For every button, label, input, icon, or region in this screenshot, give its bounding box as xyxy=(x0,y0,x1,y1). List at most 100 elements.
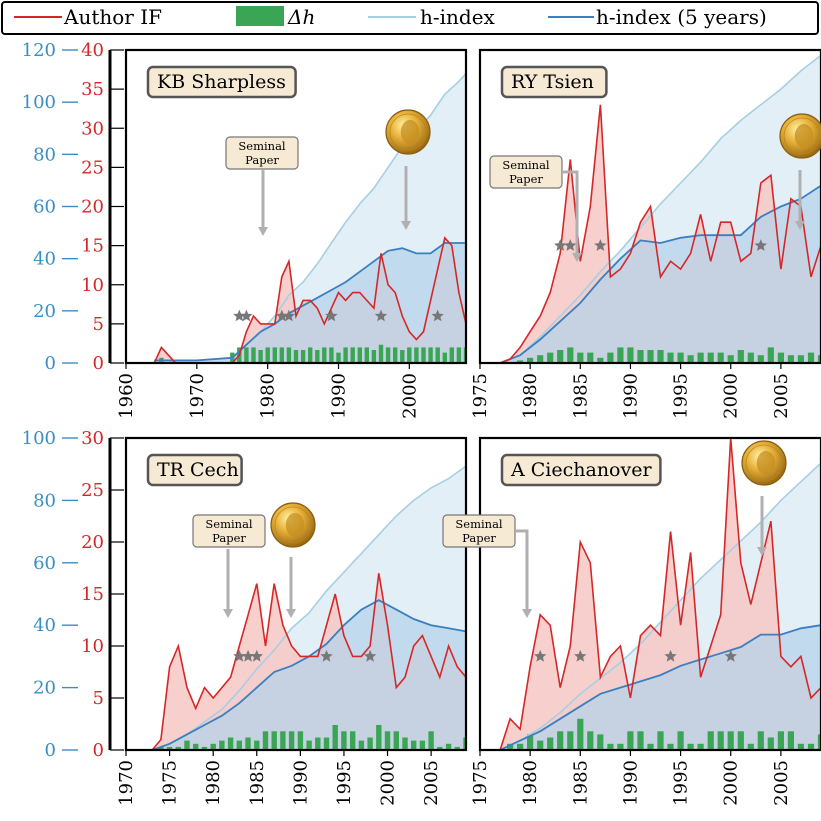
delta-h-bar xyxy=(817,355,821,363)
delta-h-bar xyxy=(647,350,654,363)
delta-h-bar xyxy=(323,737,330,750)
if-tick-label: 30 xyxy=(81,428,104,449)
delta-h-bar xyxy=(210,743,216,750)
x-tick-label: 2005 xyxy=(421,760,442,806)
nobel-medal-icon xyxy=(385,109,431,155)
delta-h-bar xyxy=(557,350,564,363)
x-tick-label: 1990 xyxy=(329,373,350,419)
delta-h-bar xyxy=(219,740,225,750)
delta-h-bar xyxy=(456,347,462,363)
delta-h-bar xyxy=(557,731,564,750)
svg-text:Seminal: Seminal xyxy=(502,158,550,172)
milestone-star xyxy=(325,309,338,322)
delta-h-bar xyxy=(251,347,256,363)
x-tick-label: 1990 xyxy=(290,760,311,806)
author-name-text: TR Cech xyxy=(157,459,239,481)
nobel-medal-icon xyxy=(779,113,821,159)
delta-h-bar xyxy=(367,737,373,750)
delta-h-bar xyxy=(400,350,405,363)
milestone-star xyxy=(724,649,737,662)
panel-tr-cech: 1970 1975 1980 1985 1990 1995 2000 2005 TR Cech S… xyxy=(116,436,468,806)
delta-h-bar xyxy=(393,731,399,750)
delta-h-bar xyxy=(537,355,544,363)
if-tick-label: 40 xyxy=(81,40,104,61)
nobel-prize-arrow xyxy=(401,166,411,230)
plot-area xyxy=(151,465,466,750)
h-index-tick-label: 120 xyxy=(22,40,56,61)
delta-h-bar xyxy=(777,352,784,363)
delta-h-bar xyxy=(717,352,724,363)
author-if-line xyxy=(499,438,821,750)
delta-h-bar xyxy=(787,355,794,363)
x-tick-label: 1970 xyxy=(116,760,137,806)
delta-h-bar xyxy=(184,740,190,750)
if-tick-label: 25 xyxy=(81,480,104,501)
delta-h-bar xyxy=(757,355,764,363)
panel-frame xyxy=(124,48,468,365)
svg-text:Seminal: Seminal xyxy=(205,517,253,531)
delta-h-bar xyxy=(244,347,249,363)
delta-h-bar xyxy=(517,743,524,750)
delta-h-bar xyxy=(547,737,554,750)
h-index-tick-label: 20 xyxy=(33,678,56,699)
delta-h-bar xyxy=(393,347,398,363)
delta-h-bar xyxy=(597,734,604,750)
delta-h-bar xyxy=(687,355,694,363)
delta-h-bar xyxy=(336,352,341,363)
h-index-tick-label: 60 xyxy=(33,197,56,218)
delta-h-bar xyxy=(657,350,664,363)
if-tick-label: 20 xyxy=(81,197,104,218)
delta-h-bar xyxy=(315,350,320,363)
x-tick-label: 2000 xyxy=(721,373,742,419)
nobel-prize-arrow xyxy=(286,557,296,618)
delta-h-bar xyxy=(350,347,355,363)
delta-h-bar xyxy=(463,737,466,750)
delta-h-bar xyxy=(517,360,524,363)
delta-h-bar xyxy=(322,347,327,363)
delta-h-bar xyxy=(332,725,338,750)
if-tick-label: 30 xyxy=(81,118,104,139)
h-index-tick-label: 60 xyxy=(33,553,56,574)
delta-h-bar xyxy=(697,352,704,363)
x-tick-label: 1975 xyxy=(160,760,181,806)
milestone-star xyxy=(754,239,767,251)
delta-h-bar xyxy=(617,347,624,363)
delta-h-bar xyxy=(385,347,391,363)
h-index-5-years-area xyxy=(154,243,466,363)
delta-h-bar xyxy=(371,350,377,363)
delta-h-bar xyxy=(402,737,408,750)
h-index-line xyxy=(499,54,821,363)
delta-h-bar xyxy=(567,347,574,363)
x-tick-label: 2005 xyxy=(771,760,792,806)
nobel-medal-icon xyxy=(741,440,787,486)
delta-h-bar xyxy=(797,355,804,363)
delta-h-bar xyxy=(537,740,544,750)
delta-h-bar xyxy=(547,352,554,363)
delta-h-bar xyxy=(587,731,594,750)
if-tick-label: 25 xyxy=(81,157,104,178)
delta-h-bar xyxy=(435,347,440,363)
delta-h-bar xyxy=(747,352,754,363)
delta-h-bar xyxy=(577,718,584,750)
h-index-line xyxy=(499,462,821,750)
h-index-tick-label: 20 xyxy=(33,301,56,322)
author-name-text: KB Sharpless xyxy=(157,71,286,93)
delta-h-bar xyxy=(265,347,270,363)
milestone-star xyxy=(233,649,246,662)
milestone-star xyxy=(240,309,253,322)
delta-h-bar xyxy=(747,743,754,750)
h-index-tick-label: 80 xyxy=(33,490,56,511)
delta-h-bar xyxy=(527,734,534,750)
delta-h-bar xyxy=(315,737,321,750)
x-tick-label: 1975 xyxy=(470,760,491,806)
legend-label-author-if: Author IF xyxy=(63,5,162,29)
milestone-star xyxy=(554,239,567,251)
x-tick-label: 1995 xyxy=(671,373,692,419)
if-tick-label: 5 xyxy=(93,688,104,709)
delta-h-bar xyxy=(637,350,644,363)
author-name-text: RY Tsien xyxy=(511,71,594,93)
milestone-star xyxy=(574,649,587,662)
delta-h-bar xyxy=(817,734,821,750)
delta-h-bar xyxy=(445,743,452,750)
